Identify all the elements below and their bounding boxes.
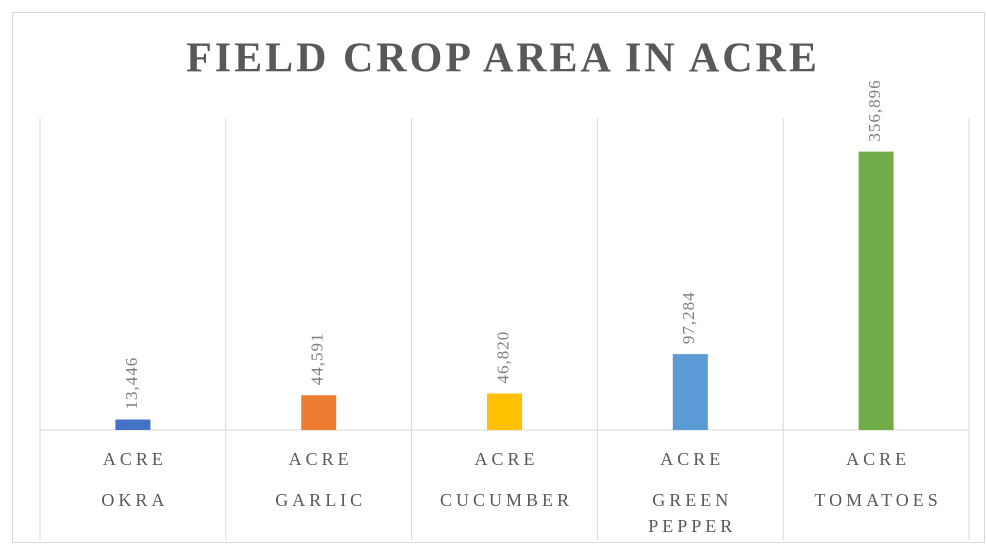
chart-border: [12, 12, 985, 543]
data-label: 44,591: [308, 332, 327, 385]
x-tick-label: CUCUMBER: [439, 490, 574, 510]
data-label: 46,820: [493, 331, 512, 384]
category-group-label: ACRE: [288, 449, 353, 469]
bar: [115, 419, 151, 430]
x-tick-label: TOMATOES: [814, 490, 942, 510]
x-tick-label: GREEN PEPPER: [648, 490, 737, 536]
category-group-label: ACRE: [660, 449, 725, 469]
chart-title: FIELD CROP AREA IN ACRE: [186, 36, 820, 82]
category-group-label: ACRE: [102, 449, 167, 469]
data-label: 97,284: [679, 291, 698, 344]
x-tick-label: OKRA: [101, 490, 169, 510]
bar: [301, 395, 337, 430]
bar: [672, 354, 708, 430]
category-group-label: ACRE: [846, 449, 911, 469]
data-label: 13,446: [122, 357, 141, 410]
category-group-label: ACRE: [474, 449, 539, 469]
bar: [858, 151, 894, 430]
x-tick-label: GARLIC: [275, 490, 367, 510]
data-label: 356,896: [865, 79, 884, 141]
bar: [487, 393, 522, 430]
